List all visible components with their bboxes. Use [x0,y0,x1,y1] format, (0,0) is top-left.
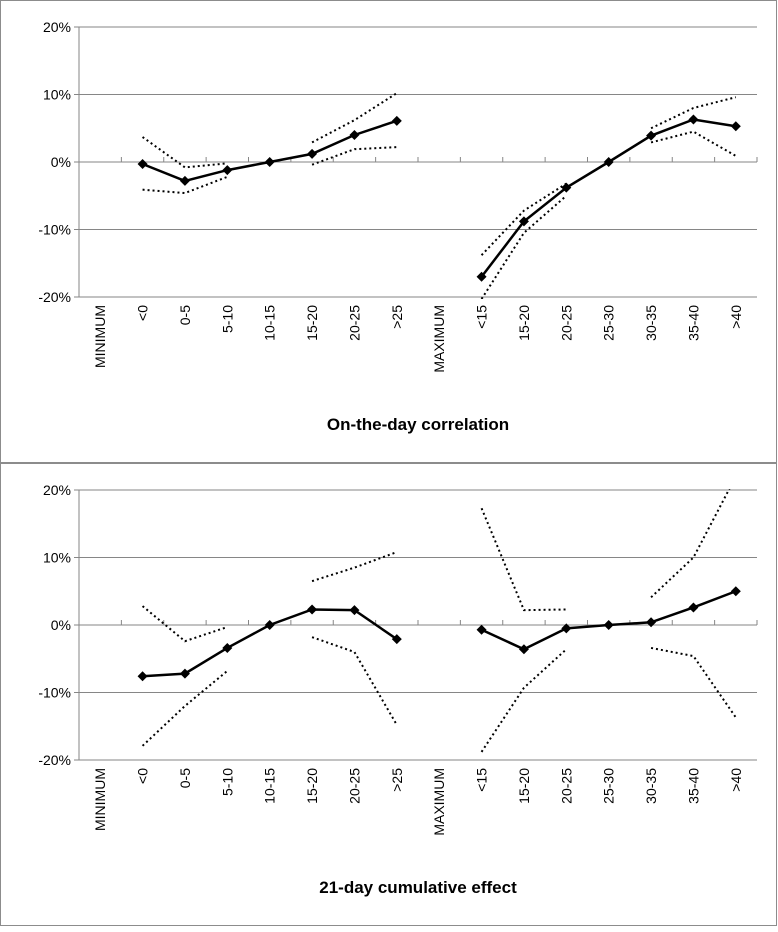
marker [222,165,233,176]
panel-frame [0,463,777,926]
x-tick-label: 15-20 [516,305,532,341]
x-tick-label: 20-25 [558,305,574,341]
ci-line [142,130,737,299]
x-tick-label: 35-40 [685,305,701,341]
y-tick-label: 0% [51,617,71,633]
x-tick-label: 5-10 [219,768,235,796]
marker [349,605,360,616]
y-tick-label: 0% [51,154,71,170]
x-tick-label: 15-20 [304,768,320,804]
marker [349,130,360,140]
x-tick-label: 20-25 [558,768,574,804]
x-tick-label: MAXIMUM [431,305,447,373]
marker [646,130,657,141]
marker [137,159,148,170]
y-tick-label: -10% [38,685,71,701]
marker [476,624,487,635]
marker [307,148,318,159]
ci-line [141,489,731,643]
x-tick-label: MINIMUM [92,305,108,368]
y-tick-label: -10% [38,222,71,238]
marker [391,115,402,126]
x-tick-label: 0-5 [177,305,193,325]
marker [518,216,529,227]
x-tick-label: <0 [135,305,151,321]
x-tick-label: 15-20 [304,305,320,341]
marker [646,617,657,628]
x-tick-label: 30-35 [643,768,659,804]
marker [179,175,190,186]
marker [603,620,614,630]
x-axis-title: On-the-day correlation [327,415,509,434]
x-tick-label: 20-25 [346,768,362,804]
x-tick-label: 5-10 [219,305,235,333]
x-tick-label: >40 [728,768,744,792]
x-tick-label: 35-40 [685,768,701,804]
marker [476,271,487,282]
y-tick-label: -20% [38,289,71,305]
marker [391,634,402,645]
x-tick-label: 10-15 [262,768,278,804]
marker [561,182,572,193]
y-tick-label: 20% [43,482,71,498]
x-tick-label: 20-25 [346,305,362,341]
x-tick-label: MINIMUM [92,768,108,831]
marker [518,644,529,655]
marker [603,157,614,167]
marker [137,671,148,682]
x-tick-label: 10-15 [262,305,278,341]
x-axis-title: 21-day cumulative effect [319,878,517,897]
marker [264,620,275,630]
x-tick-label: >25 [389,305,405,329]
x-tick-label: 15-20 [516,768,532,804]
marker [222,642,233,653]
x-tick-label: <0 [135,768,151,784]
x-tick-label: 25-30 [601,768,617,804]
x-tick-label: <15 [474,305,490,329]
marker [688,114,699,125]
y-tick-label: -20% [38,752,71,768]
x-tick-label: >40 [728,305,744,329]
marker [264,157,275,167]
marker [730,586,741,597]
y-tick-label: 10% [43,550,71,566]
y-tick-label: 20% [43,19,71,35]
x-tick-label: <15 [474,768,490,792]
marker [730,121,741,132]
marker [561,623,572,634]
panel-frame [0,0,777,463]
marker [688,602,699,613]
y-tick-label: 10% [43,87,71,103]
marker [179,668,190,679]
x-tick-label: 25-30 [601,305,617,341]
x-tick-label: 30-35 [643,305,659,341]
chart-panel: -20% -10% 0% 10% 20% MINIMUM <0 0-5 5-10 10-15 15-… [0,463,777,926]
x-tick-label: MAXIMUM [431,768,447,836]
x-tick-label: 0-5 [177,768,193,788]
marker [307,604,318,615]
x-tick-label: >25 [389,768,405,792]
chart-panel: -20% -10% 0% 10% 20% MINIMUM <0 0-5 5-10 10-15 15-… [0,0,777,463]
